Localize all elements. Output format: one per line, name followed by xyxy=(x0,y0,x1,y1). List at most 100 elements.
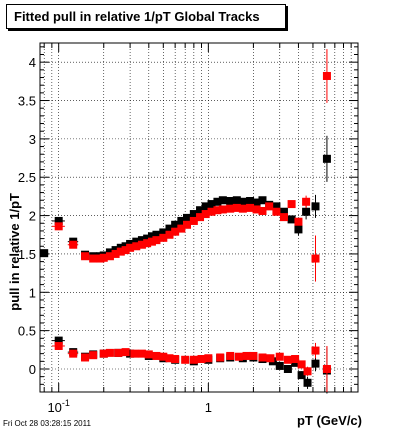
data-point xyxy=(159,228,168,237)
data-point xyxy=(252,198,261,207)
marks-layer xyxy=(40,49,331,394)
data-point xyxy=(311,346,320,355)
data-point xyxy=(99,253,108,262)
data-point xyxy=(213,197,222,206)
data-point xyxy=(89,351,98,360)
y-tick-label: 3.5 xyxy=(18,94,36,109)
data-point xyxy=(165,224,174,233)
data-point xyxy=(238,197,247,206)
data-point xyxy=(189,210,198,219)
data-point xyxy=(322,154,331,163)
data-point xyxy=(234,352,243,361)
data-point xyxy=(272,207,281,216)
data-point xyxy=(126,243,135,252)
y-tick-label: 3 xyxy=(29,132,36,147)
data-point xyxy=(266,354,275,363)
data-point xyxy=(238,204,247,213)
data-point xyxy=(147,237,156,246)
data-point xyxy=(143,239,152,248)
data-point xyxy=(54,336,63,345)
y-tick-label: 1.5 xyxy=(18,247,36,262)
data-point xyxy=(111,249,120,258)
data-point xyxy=(201,202,210,211)
data-point xyxy=(177,216,186,225)
data-point xyxy=(40,249,49,258)
data-point xyxy=(291,355,300,364)
data-point xyxy=(272,202,281,211)
data-point xyxy=(226,204,235,213)
data-point xyxy=(81,252,90,261)
y-tick-label: 4 xyxy=(29,55,36,70)
data-point xyxy=(252,205,261,214)
data-point xyxy=(159,352,168,361)
data-point xyxy=(294,225,303,234)
y-tick-label: 1 xyxy=(29,285,36,300)
data-point xyxy=(246,197,255,206)
data-point xyxy=(287,200,296,209)
tick-layer: 0 0.5 1 1.5 2 2.5 3 3.5 4 10-1 1 xyxy=(18,43,359,415)
x-tick-label: 10-1 xyxy=(47,398,69,415)
data-point xyxy=(144,350,153,359)
data-point xyxy=(189,355,198,364)
data-point xyxy=(143,234,152,243)
data-point xyxy=(171,355,180,364)
data-point xyxy=(171,227,180,236)
timestamp: Fri Oct 28 03:28:15 2011 xyxy=(3,419,91,428)
data-point xyxy=(246,203,255,212)
data-point xyxy=(201,210,210,219)
data-point xyxy=(197,355,206,364)
data-point xyxy=(126,349,135,358)
data-point xyxy=(283,355,292,364)
data-point xyxy=(189,216,198,225)
data-point xyxy=(196,213,205,222)
data-point xyxy=(69,349,78,358)
data-point xyxy=(232,196,241,205)
data-point xyxy=(303,378,312,387)
data-point xyxy=(265,202,274,211)
plot-frame xyxy=(39,42,359,393)
data-point xyxy=(165,354,174,363)
data-point xyxy=(279,213,288,222)
data-point xyxy=(302,207,311,216)
data-point xyxy=(207,207,216,216)
data-point xyxy=(311,254,320,263)
data-point xyxy=(218,205,227,214)
data-point xyxy=(159,233,168,242)
data-point xyxy=(303,367,312,376)
data-point xyxy=(258,206,267,215)
data-point xyxy=(152,351,161,360)
data-point xyxy=(216,353,225,362)
data-point xyxy=(213,206,222,215)
data-point xyxy=(121,246,130,255)
data-point xyxy=(121,348,130,357)
data-point xyxy=(114,348,123,357)
data-point xyxy=(204,354,213,363)
data-point xyxy=(283,364,292,373)
data-point xyxy=(182,220,191,229)
y-tick-label: 2 xyxy=(29,209,36,224)
data-point xyxy=(226,197,235,206)
data-point xyxy=(311,359,320,368)
data-point xyxy=(207,200,216,209)
data-point xyxy=(249,351,258,360)
y-tick-label: 0.5 xyxy=(18,324,36,339)
chart-title-box: Fitted pull in relative 1/pT Global Trac… xyxy=(6,4,286,29)
data-point xyxy=(54,341,63,350)
data-point xyxy=(311,202,320,211)
data-point xyxy=(275,352,284,361)
data-point xyxy=(279,207,288,216)
data-point xyxy=(99,349,108,358)
data-point xyxy=(152,236,161,245)
data-point xyxy=(275,361,284,370)
y-tick-label: 0 xyxy=(29,362,36,377)
data-point xyxy=(137,236,146,245)
data-point xyxy=(258,353,267,362)
data-point xyxy=(54,216,63,225)
data-point xyxy=(137,349,146,358)
data-point xyxy=(130,349,139,358)
x-axis-title: pT (GeV/c) xyxy=(297,413,362,428)
data-point xyxy=(196,206,205,215)
data-point xyxy=(322,71,331,80)
data-point xyxy=(258,196,267,205)
data-point xyxy=(165,230,174,239)
